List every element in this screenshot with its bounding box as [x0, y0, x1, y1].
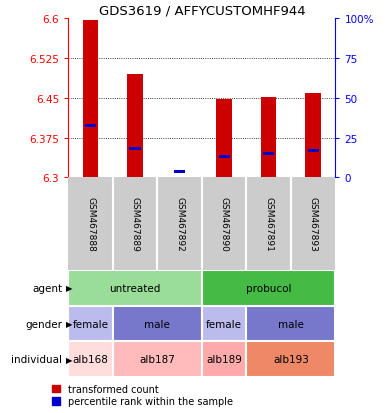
Bar	[68, 271, 202, 306]
Text: probucol: probucol	[246, 283, 291, 293]
Bar	[113, 342, 202, 377]
Text: female: female	[206, 319, 242, 329]
Bar	[263, 152, 274, 156]
Bar	[261, 98, 277, 178]
Text: GSM467890: GSM467890	[220, 197, 229, 252]
Text: gender: gender	[25, 319, 62, 329]
Bar	[202, 306, 246, 342]
Text: alb168: alb168	[73, 354, 108, 365]
Bar	[246, 306, 335, 342]
Text: agent: agent	[32, 283, 62, 293]
Text: alb189: alb189	[206, 354, 242, 365]
Text: individual: individual	[11, 354, 62, 365]
Text: GSM467889: GSM467889	[131, 197, 140, 252]
Title: GDS3619 / AFFYCUSTOMHF944: GDS3619 / AFFYCUSTOMHF944	[99, 5, 305, 17]
Text: ▶: ▶	[66, 319, 73, 328]
Bar	[129, 147, 141, 150]
Text: alb187: alb187	[139, 354, 175, 365]
Text: GSM467891: GSM467891	[264, 197, 273, 252]
Bar	[127, 74, 143, 178]
Bar	[218, 155, 230, 158]
Bar	[246, 342, 335, 377]
Bar	[174, 171, 185, 174]
Text: ▶: ▶	[66, 355, 73, 364]
Bar	[68, 342, 113, 377]
Bar	[216, 100, 232, 178]
Text: ▶: ▶	[66, 284, 73, 293]
Text: female: female	[73, 319, 108, 329]
Bar	[305, 94, 321, 178]
Bar	[83, 21, 98, 178]
Text: male: male	[144, 319, 170, 329]
Text: alb193: alb193	[273, 354, 309, 365]
Bar	[202, 271, 335, 306]
Text: GSM467888: GSM467888	[86, 197, 95, 252]
Bar	[113, 306, 202, 342]
Bar	[68, 306, 113, 342]
Text: untreated: untreated	[109, 283, 161, 293]
Text: GSM467892: GSM467892	[175, 197, 184, 252]
Bar	[308, 150, 319, 152]
Bar	[202, 342, 246, 377]
Bar	[85, 124, 96, 128]
Legend: transformed count, percentile rank within the sample: transformed count, percentile rank withi…	[51, 384, 233, 406]
Text: GSM467893: GSM467893	[308, 197, 317, 252]
Text: male: male	[278, 319, 304, 329]
